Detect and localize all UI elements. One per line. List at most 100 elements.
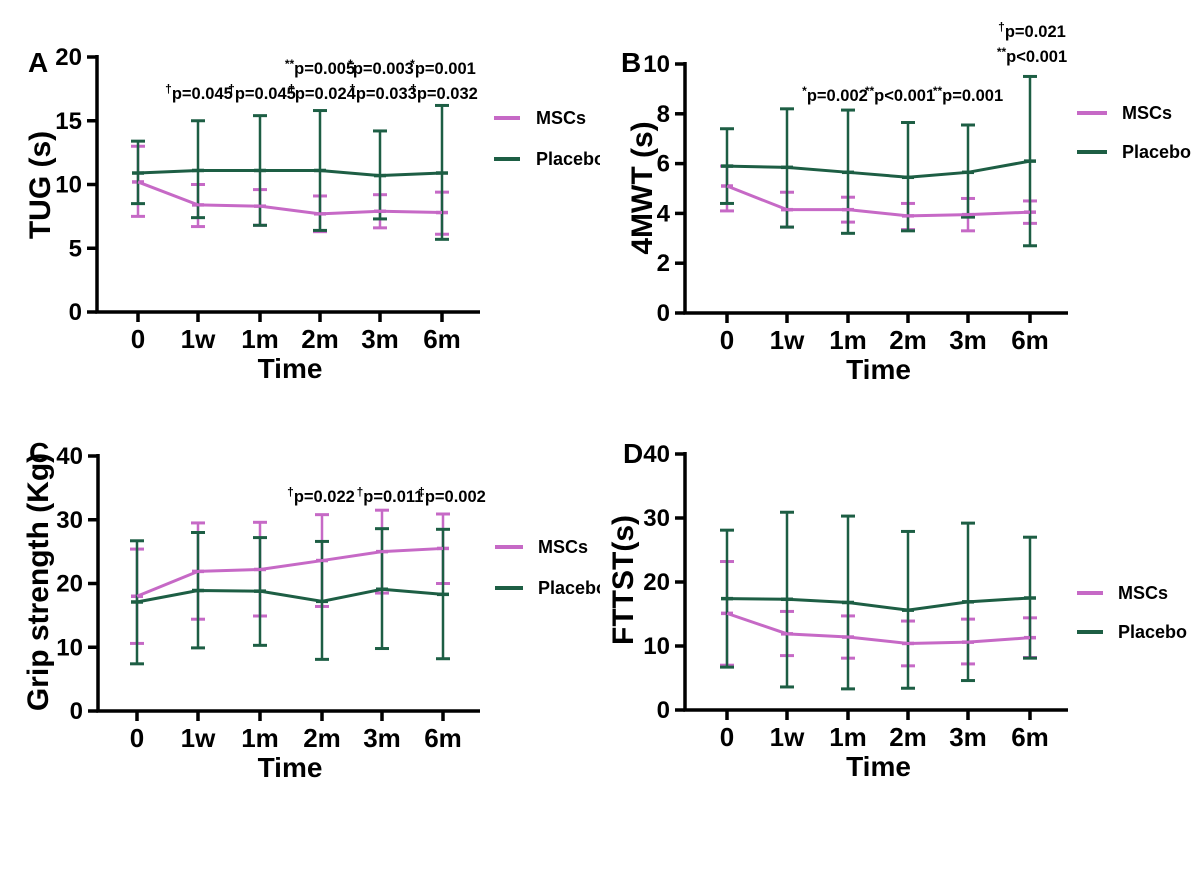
- annotation-sup: †: [287, 485, 294, 499]
- annotation-sup: †: [165, 82, 172, 96]
- mean-line-mscs: [726, 184, 1031, 218]
- significance-annotation: *p=0.002: [802, 84, 868, 105]
- annotation-sup: **: [933, 84, 943, 98]
- mean-line-mscs: [726, 611, 1031, 645]
- x-tick-label: 2m: [889, 722, 927, 752]
- significance-annotation: †p=0.024: [288, 82, 357, 103]
- mean-line-placebo: [137, 168, 443, 178]
- annotation-sup: *: [410, 57, 415, 71]
- panel-D-chart: D 0 10 20 30 40 0 1w 1m 2m 3m 6m Time FTTST(s) MSCs Pla…: [607, 438, 1187, 782]
- annotation-text: p<0.001: [1006, 48, 1067, 66]
- annotation-text: p=0.003: [353, 60, 414, 78]
- panel-letter: C: [29, 437, 49, 468]
- annotation-sup: **: [997, 45, 1007, 59]
- y-tick-label: 20: [55, 44, 82, 71]
- annotation-text: p<0.001: [874, 87, 935, 105]
- x-tick-label: 0: [130, 723, 144, 753]
- y-axis-title: FTTST(s): [607, 515, 640, 645]
- legend-label-placebo: Placebo: [1122, 142, 1191, 162]
- annotation-text: p=0.032: [417, 85, 478, 103]
- significance-annotation: ‡p=0.002: [418, 485, 486, 506]
- y-tick-label: 10: [56, 634, 83, 661]
- mean-line-placebo: [726, 596, 1031, 612]
- y-tick-label: 40: [643, 441, 670, 468]
- annotation-sup: **: [865, 84, 875, 98]
- x-axis-title: Time: [258, 353, 323, 384]
- annotation-text: p=0.001: [942, 87, 1003, 105]
- y-tick-label: 40: [56, 443, 83, 470]
- x-tick-label: 3m: [363, 723, 401, 753]
- x-tick-label: 1m: [829, 325, 867, 355]
- legend-label-placebo: Placebo: [1118, 622, 1187, 642]
- significance-annotation: **p=0.005: [285, 57, 355, 78]
- x-tick-label: 6m: [1011, 325, 1049, 355]
- x-tick-label: 0: [720, 722, 734, 752]
- legend-label-placebo: Placebo: [536, 149, 600, 169]
- y-tick-label: 8: [657, 101, 670, 128]
- significance-annotation: †p=0.011: [357, 485, 424, 506]
- panel-letter: D: [623, 438, 643, 469]
- significance-annotation: †p=0.022: [287, 485, 355, 506]
- annotation-text: p=0.002: [807, 87, 868, 105]
- legend-label-mscs: MSCs: [538, 537, 588, 557]
- x-axis-title: Time: [846, 751, 911, 782]
- x-tick-label: 1m: [241, 324, 279, 354]
- annotation-text: p=0.021: [1005, 23, 1066, 41]
- legend: MSCs Placebo: [495, 537, 600, 598]
- legend-label-mscs: MSCs: [536, 108, 586, 128]
- y-tick-label: 10: [643, 633, 670, 660]
- annotation-sup: †: [228, 82, 235, 96]
- annotation-sup: †: [410, 82, 417, 96]
- mean-line-placebo: [136, 587, 444, 604]
- significance-annotation: †p=0.032: [410, 82, 478, 103]
- y-axis-title: Grip strength (Kg): [22, 453, 55, 711]
- y-tick-label: 20: [643, 569, 670, 596]
- legend-label-mscs: MSCs: [1118, 583, 1168, 603]
- significance-annotation: *p=0.003: [348, 57, 414, 78]
- annotation-text: p=0.045: [172, 85, 233, 103]
- x-tick-label: 3m: [361, 324, 399, 354]
- x-tick-label: 6m: [423, 324, 461, 354]
- significance-annotation: †p=0.045: [165, 82, 233, 103]
- axes: [675, 62, 1068, 323]
- annotation-text: p=0.002: [425, 488, 486, 506]
- y-tick-label: 0: [657, 697, 670, 724]
- significance-annotation: †p=0.021: [998, 20, 1066, 41]
- axes: [87, 55, 480, 322]
- x-tick-label: 1m: [241, 723, 279, 753]
- x-tick-label: 6m: [1011, 722, 1049, 752]
- y-tick-label: 10: [643, 51, 670, 78]
- annotation-text: p=0.011: [363, 488, 423, 506]
- x-tick-label: 2m: [303, 723, 341, 753]
- x-tick-label: 1w: [181, 324, 216, 354]
- y-tick-label: 0: [69, 299, 82, 326]
- annotation-text: p=0.045: [235, 85, 296, 103]
- annotation-text: p=0.005: [294, 60, 355, 78]
- y-tick-label: 30: [56, 507, 83, 534]
- y-tick-label: 2: [657, 250, 670, 277]
- x-axis-title: Time: [258, 752, 323, 783]
- annotation-sup: †: [288, 82, 295, 96]
- legend: MSCs Placebo: [1077, 103, 1191, 162]
- significance-annotation: †p=0.045: [228, 82, 296, 103]
- y-tick-label: 10: [55, 172, 82, 199]
- panel-letter: A: [28, 47, 48, 78]
- annotation-sup: **: [285, 57, 295, 71]
- error-bars-placebo: [131, 103, 449, 241]
- annotation-sup: †: [998, 20, 1005, 34]
- legend: MSCs Placebo: [1077, 583, 1187, 642]
- annotation-sup: *: [802, 84, 807, 98]
- panel-C-chart: C 0 10 20 30 40 0 1w 1m 2m 3m 6m Time Grip strength (…: [22, 437, 600, 783]
- mean-line-mscs: [137, 180, 443, 216]
- x-tick-label: 2m: [889, 325, 927, 355]
- x-tick-label: 1w: [770, 722, 805, 752]
- significance-annotation: **p<0.001: [865, 84, 935, 105]
- panel-letter: B: [621, 47, 641, 78]
- y-tick-label: 30: [643, 505, 670, 532]
- x-tick-label: 2m: [301, 324, 339, 354]
- annotation-text: p=0.033: [356, 85, 417, 103]
- annotation-text: p=0.001: [415, 60, 476, 78]
- annotation-sup: ‡: [418, 485, 425, 499]
